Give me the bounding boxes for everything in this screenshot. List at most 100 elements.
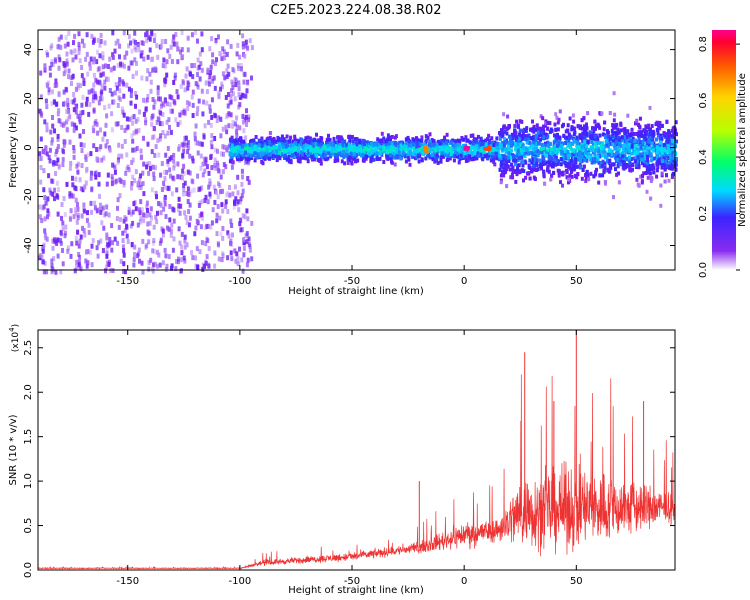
heatmap-cell bbox=[601, 145, 605, 150]
heatmap-cell bbox=[245, 88, 249, 94]
heatmap-cell bbox=[198, 141, 202, 147]
heatmap-cell bbox=[48, 72, 52, 78]
heatmap-cell bbox=[628, 167, 632, 172]
heatmap-cell bbox=[66, 116, 70, 122]
heatmap-cell bbox=[504, 140, 508, 144]
heatmap-cell bbox=[459, 149, 463, 154]
heatmap-cell bbox=[221, 226, 225, 231]
heatmap-cell bbox=[67, 30, 71, 36]
heatmap-cell bbox=[554, 156, 558, 160]
heatmap-cell bbox=[235, 51, 239, 57]
heatmap-cell bbox=[125, 116, 129, 122]
heatmap-cell bbox=[215, 57, 218, 63]
heatmap-cell bbox=[637, 130, 641, 135]
heatmap-cell bbox=[180, 250, 184, 256]
heatmap-cell bbox=[165, 169, 168, 175]
heatmap-cell bbox=[584, 179, 588, 183]
heatmap-cell bbox=[130, 181, 134, 186]
heatmap-cell bbox=[131, 120, 135, 126]
heatmap-cell bbox=[328, 137, 332, 142]
heatmap-cell bbox=[215, 231, 219, 237]
heatmap-cell bbox=[95, 245, 99, 251]
heatmap-cell bbox=[102, 225, 106, 231]
heatmap-cell bbox=[277, 144, 281, 149]
heatmap-cell bbox=[656, 153, 659, 158]
heatmap-cell bbox=[626, 129, 630, 134]
heatmap-cell bbox=[619, 138, 623, 143]
heatmap-cell bbox=[153, 99, 157, 105]
heatmap-cell bbox=[193, 231, 197, 237]
heatmap-cell bbox=[123, 54, 127, 60]
heatmap-cell bbox=[151, 67, 154, 73]
heatmap-cell bbox=[306, 135, 310, 140]
heatmap-cell bbox=[297, 148, 300, 153]
heatmap-cell bbox=[477, 144, 481, 148]
heatmap-cell bbox=[487, 133, 491, 138]
heatmap-cell bbox=[195, 218, 199, 224]
heatmap-cell bbox=[390, 159, 393, 164]
heatmap-cell bbox=[554, 162, 558, 167]
heatmap-cell bbox=[566, 150, 570, 155]
heatmap-cell bbox=[637, 142, 641, 147]
heatmap-cell bbox=[415, 145, 419, 149]
heatmap-cell bbox=[127, 43, 131, 49]
heatmap-cell bbox=[190, 94, 194, 100]
heatmap-cell bbox=[357, 145, 361, 149]
heatmap-cell bbox=[208, 178, 212, 184]
heatmap-cell bbox=[244, 43, 248, 49]
heatmap-cell bbox=[533, 150, 537, 155]
heatmap-cell bbox=[150, 56, 154, 62]
heatmap-cell bbox=[628, 137, 632, 142]
heatmap-cell bbox=[663, 167, 667, 172]
heatmap-cell bbox=[587, 147, 591, 152]
heatmap-cell bbox=[392, 143, 396, 148]
heatmap-cell bbox=[78, 177, 82, 183]
heatmap-cell bbox=[92, 128, 96, 134]
heatmap-cell bbox=[235, 124, 239, 130]
heatmap-cell bbox=[179, 83, 183, 89]
heatmap-cell bbox=[101, 248, 105, 253]
heatmap-cell bbox=[617, 153, 621, 158]
heatmap-cell bbox=[204, 261, 208, 266]
heatmap-cell bbox=[612, 162, 616, 167]
heatmap-cell bbox=[49, 45, 53, 51]
heatmap-cell bbox=[168, 53, 172, 59]
heatmap-cell bbox=[111, 268, 115, 274]
heatmap-cell bbox=[97, 100, 101, 106]
heatmap-cell bbox=[331, 146, 335, 151]
heatmap-cell bbox=[536, 153, 540, 157]
heatmap-cell bbox=[147, 35, 150, 41]
heatmap-cell bbox=[611, 131, 615, 136]
heatmap-cell bbox=[585, 158, 589, 163]
heatmap-cell bbox=[235, 152, 239, 157]
heatmap-cell bbox=[245, 122, 248, 127]
heatmap-cell bbox=[584, 148, 588, 153]
heatmap-cell bbox=[142, 56, 146, 62]
heatmap-cell bbox=[515, 119, 519, 124]
heatmap-cell bbox=[547, 169, 551, 174]
heatmap-cell bbox=[565, 170, 569, 174]
heatmap-cell bbox=[41, 248, 45, 254]
heatmap-cell bbox=[532, 167, 536, 172]
heatmap-cell bbox=[72, 145, 76, 150]
heatmap-cell bbox=[503, 137, 506, 142]
heatmap-cell bbox=[217, 34, 220, 40]
heatmap-cell bbox=[50, 178, 54, 184]
heatmap-cell bbox=[188, 215, 192, 221]
heatmap-cell bbox=[638, 140, 642, 145]
heatmap-cell bbox=[208, 73, 212, 79]
heatmap-cell bbox=[76, 169, 80, 175]
heatmap-cell bbox=[669, 139, 673, 144]
heatmap-cell bbox=[579, 165, 583, 170]
heatmap-cell bbox=[255, 144, 259, 149]
heatmap-cell bbox=[172, 152, 176, 158]
heatmap-cell bbox=[424, 138, 428, 143]
heatmap-cell bbox=[101, 51, 105, 57]
heatmap-cell bbox=[68, 139, 72, 145]
heatmap-cell bbox=[627, 157, 631, 162]
heatmap-cell bbox=[130, 133, 134, 139]
heatmap-cell bbox=[118, 193, 122, 199]
heatmap-cell bbox=[206, 199, 210, 205]
heatmap-cell bbox=[319, 136, 323, 140]
heatmap-cell bbox=[109, 67, 113, 73]
